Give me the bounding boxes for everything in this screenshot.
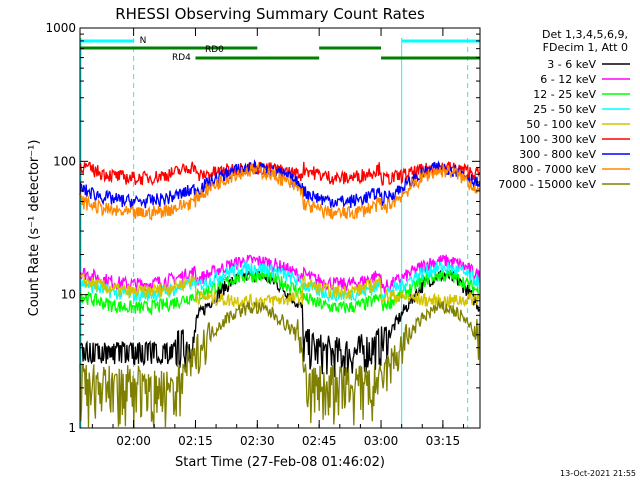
x-tick-label: 02:15 bbox=[178, 434, 213, 448]
plot-area: N RD0 RD4 bbox=[79, 36, 481, 428]
y-tick-label: 10 bbox=[61, 288, 76, 302]
legend-label: 3 - 6 keV bbox=[547, 58, 596, 71]
legend-label: 7000 - 15000 keV bbox=[498, 178, 596, 191]
x-axis-label: Start Time (27-Feb-08 01:46:02) bbox=[175, 455, 385, 470]
footer-date: 13-Oct-2021 21:55 bbox=[560, 469, 636, 478]
series-line bbox=[79, 162, 481, 222]
x-tick-label: 02:00 bbox=[116, 434, 151, 448]
x-tick-label: 03:15 bbox=[426, 434, 461, 448]
marker-label: RD0 bbox=[205, 45, 224, 55]
axes: 02:00 02:15 02:30 02:45 03:00 03:15 1 10 100 1000 bbox=[45, 21, 480, 448]
legend-label: 100 - 300 keV bbox=[519, 133, 596, 146]
y-axis-label: Count Rate (s⁻¹ detector⁻¹) bbox=[27, 140, 42, 317]
legend-label: 50 - 100 keV bbox=[526, 118, 596, 131]
x-tick-label: 02:30 bbox=[240, 434, 275, 448]
legend-label: 6 - 12 keV bbox=[540, 73, 596, 86]
legend-header: Det 1,3,4,5,6,9, bbox=[542, 28, 628, 41]
legend-header: FDecim 1, Att 0 bbox=[543, 41, 628, 54]
legend-label: 25 - 50 keV bbox=[533, 103, 596, 116]
series-line bbox=[79, 254, 481, 294]
legend-label: 12 - 25 keV bbox=[533, 88, 596, 101]
legend-label: 300 - 800 keV bbox=[519, 148, 596, 161]
marker-label: N bbox=[140, 36, 147, 46]
x-tick-label: 03:00 bbox=[364, 434, 399, 448]
y-tick-label: 1000 bbox=[45, 21, 76, 35]
plot-frame bbox=[79, 27, 481, 429]
y-tick-label: 1 bbox=[68, 421, 76, 435]
marker-label: RD4 bbox=[172, 53, 191, 63]
x-tick-label: 02:45 bbox=[302, 434, 337, 448]
legend: Det 1,3,4,5,6,9,FDecim 1, Att 0 3 - 6 keV… bbox=[498, 28, 630, 191]
series-line bbox=[79, 273, 481, 310]
legend-label: 800 - 7000 keV bbox=[512, 163, 596, 176]
y-tick-label: 100 bbox=[53, 154, 76, 168]
chart-title: RHESSI Observing Summary Count Rates bbox=[115, 5, 425, 23]
series-line bbox=[79, 299, 481, 428]
